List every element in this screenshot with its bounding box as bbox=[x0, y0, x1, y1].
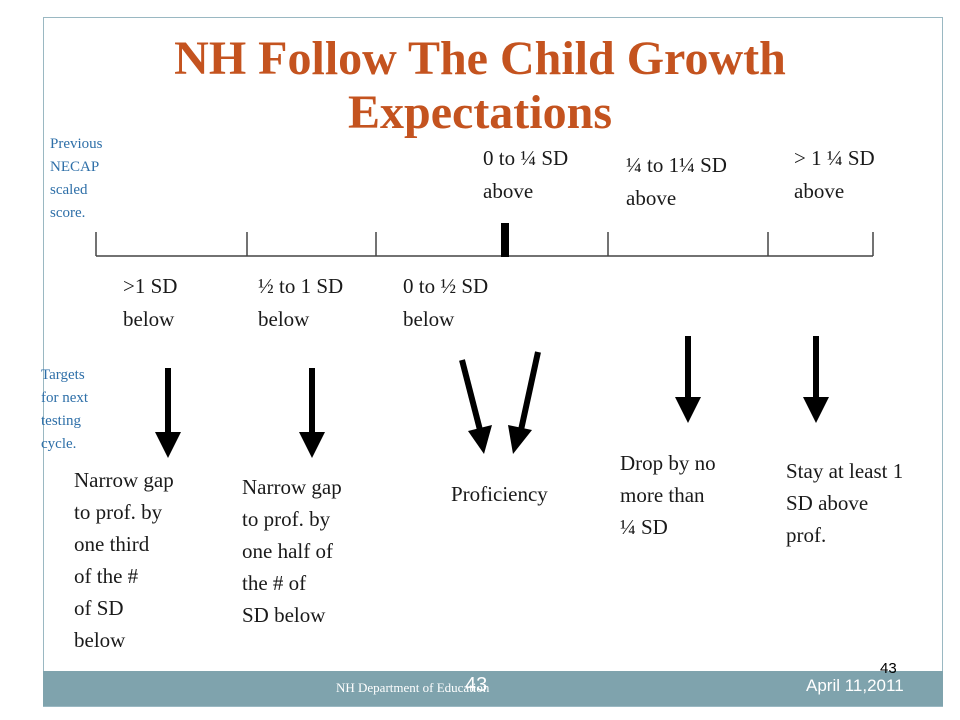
target-text: Drop by no more than ¼ SD bbox=[620, 451, 716, 539]
footer-bar bbox=[43, 671, 943, 706]
below-label: ½ to 1 SD below bbox=[258, 274, 344, 331]
slide-frame bbox=[43, 17, 943, 707]
target-text: Narrow gap to prof. by one third of the … bbox=[74, 468, 174, 652]
above-label: ¼ to 1¼ SD above bbox=[626, 153, 727, 210]
target-text: Stay at least 1 SD above prof. bbox=[786, 459, 904, 547]
footer-page-number: 43 bbox=[465, 674, 488, 696]
proficiency-cut-marker bbox=[501, 223, 509, 257]
diagonal-arrow-icon bbox=[459, 359, 492, 454]
down-arrow-icon bbox=[155, 368, 181, 458]
slide-title: NH Follow The Child Growth Expectations bbox=[174, 32, 786, 139]
targets-label: Targets for next testing cycle. bbox=[41, 367, 89, 452]
diagonal-arrow-icon bbox=[508, 351, 541, 454]
previous-score-label: Previous NECAP scaled score. bbox=[50, 136, 103, 221]
down-arrow-icon bbox=[803, 336, 829, 423]
target-text: Proficiency bbox=[451, 482, 548, 506]
below-label: >1 SD below bbox=[123, 274, 178, 331]
footer-date: April 11,2011 bbox=[806, 676, 904, 695]
down-arrow-icon bbox=[675, 336, 701, 423]
down-arrow-icon bbox=[299, 368, 325, 458]
footer-department: NH Department of Education bbox=[336, 680, 490, 695]
slide-number: 43 bbox=[880, 660, 897, 677]
number-line bbox=[95, 232, 874, 257]
above-label: > 1 ¼ SD above bbox=[794, 146, 875, 203]
above-label: 0 to ¼ SD above bbox=[483, 146, 569, 203]
target-text: Narrow gap to prof. by one half of the #… bbox=[242, 475, 342, 627]
below-label: 0 to ½ SD below bbox=[403, 274, 489, 331]
